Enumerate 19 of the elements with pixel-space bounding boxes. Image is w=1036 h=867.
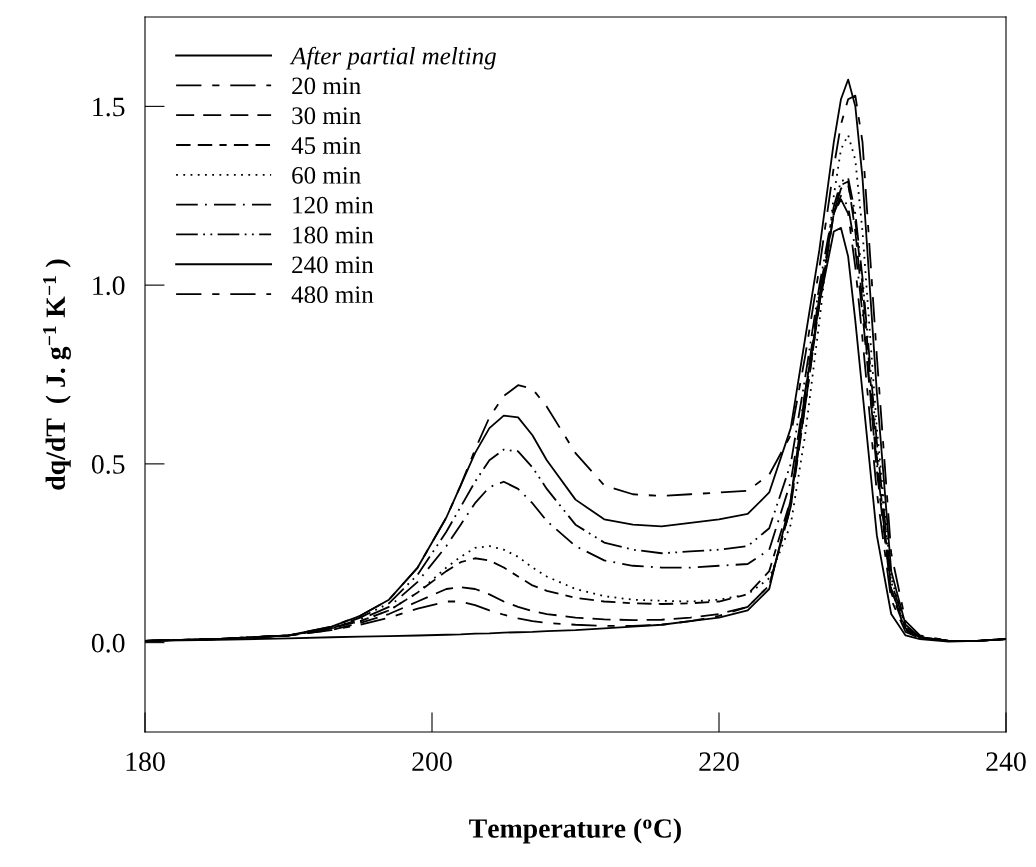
x-tick-label: 200	[412, 752, 452, 771]
legend-label: 180 min	[293, 226, 374, 244]
legend-label: After partial melting	[289, 46, 496, 70]
legend-label: 45 min	[291, 137, 361, 154]
y-axis-title: dq/dT ( J. g$^{−1}$ K$^{−1}$ )	[43, 259, 71, 490]
x-tick-label: 220	[699, 752, 739, 771]
legend-label: 20 min	[292, 77, 361, 95]
y-tick-label: 1.5	[93, 97, 125, 117]
legend-label: 30 min	[292, 107, 361, 125]
x-tick-label: 180	[126, 752, 165, 771]
legend-label: 120 min	[293, 196, 374, 214]
legend-label: 480 min	[291, 286, 374, 304]
x-tick-label: 240	[986, 752, 1026, 771]
legend-label: 60 min	[292, 166, 361, 184]
y-tick-label: 0.0	[91, 633, 125, 653]
y-tick-label: 1.0	[93, 276, 125, 296]
legend-label: 240 min	[292, 256, 374, 274]
x-axis-title: Temperature ($^{o}$C)	[469, 818, 681, 844]
y-tick-label: 0.5	[91, 455, 125, 474]
